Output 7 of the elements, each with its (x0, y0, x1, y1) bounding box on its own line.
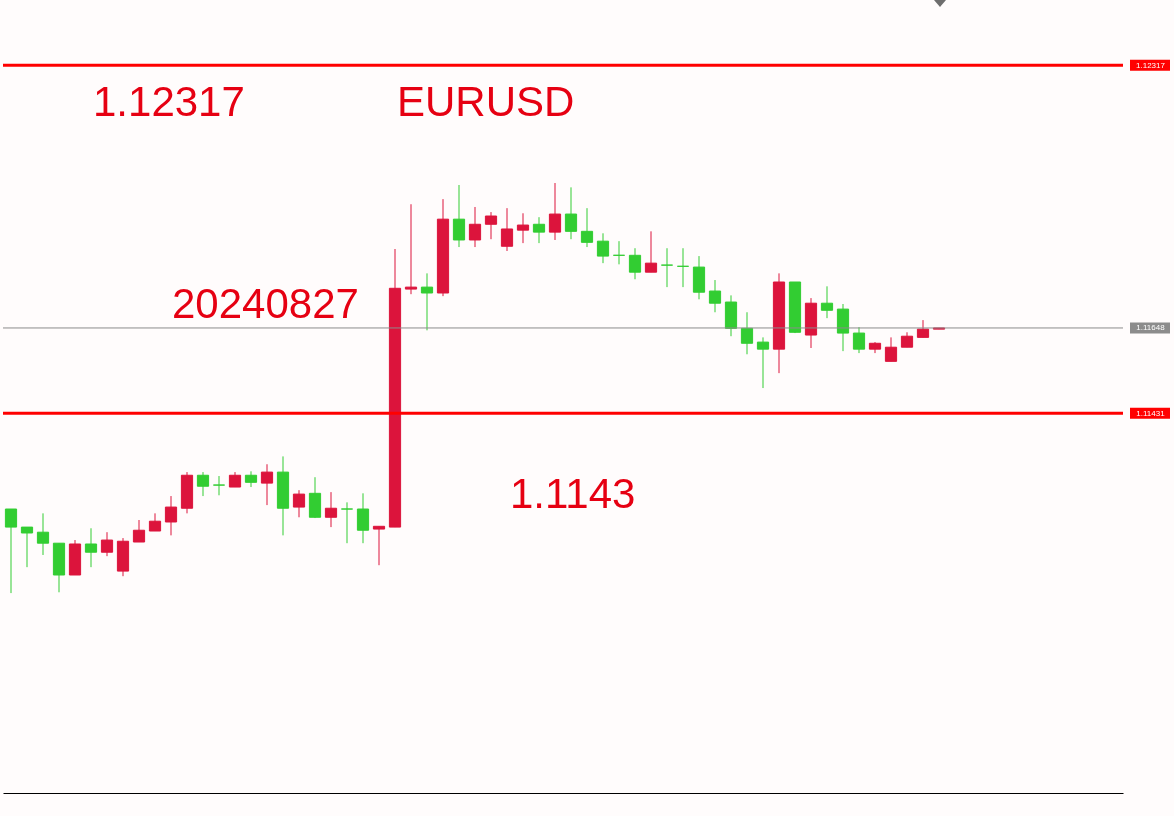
annotation: EURUSD (397, 78, 575, 125)
y-tick-label: 1.11648 (1136, 323, 1166, 333)
y-tick-label: 1.11431 (1136, 408, 1166, 418)
y-tick-label: 1.12317 (1136, 60, 1166, 70)
annotation: 20240827 (172, 280, 359, 327)
annotation: 1.12317 (93, 78, 245, 125)
annotation: 1.1143 (510, 470, 636, 517)
